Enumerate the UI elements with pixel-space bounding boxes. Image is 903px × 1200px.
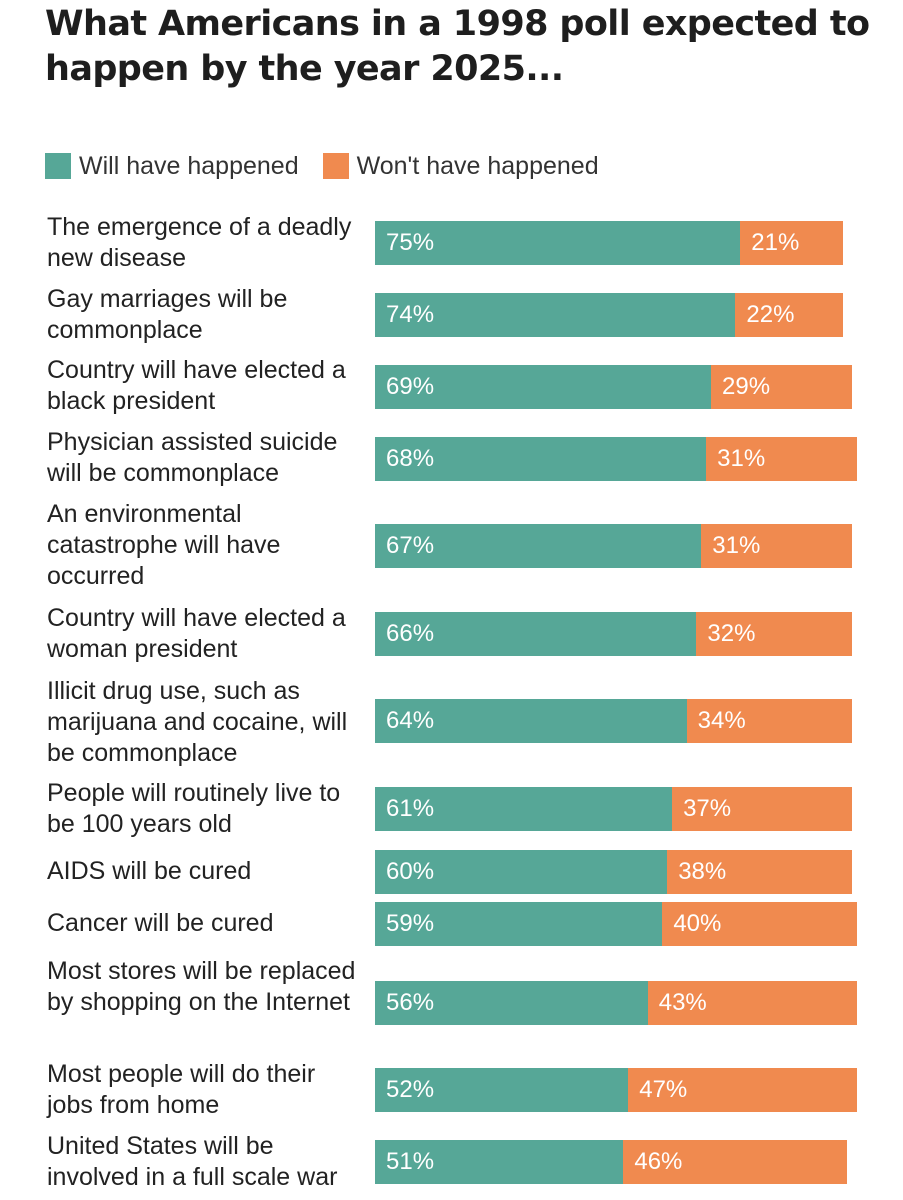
legend: Will have happened Won't have happened — [45, 150, 623, 182]
bar-wont-have-happened: 31% — [706, 437, 858, 481]
data-label-wont: 37% — [683, 795, 732, 822]
bar-will-have-happened: 51% — [375, 1140, 624, 1184]
data-label-will: 64% — [386, 707, 435, 734]
data-label-wont: 43% — [658, 989, 707, 1016]
legend-swatch-will — [45, 153, 71, 179]
category-label: Gay marriages will be commonplace — [47, 285, 288, 344]
category-label: Physician assisted suicide will be commo… — [47, 428, 338, 487]
data-label-will: 60% — [386, 858, 435, 885]
category-label: Country will have elected a black presid… — [47, 356, 346, 415]
data-label-wont: 21% — [751, 229, 800, 256]
data-label-will: 59% — [386, 910, 435, 937]
chart-title: What Americans in a 1998 poll expected t… — [45, 4, 870, 89]
data-label-wont: 46% — [634, 1148, 683, 1175]
bar-wont-have-happened: 40% — [662, 902, 858, 946]
bar-wont-have-happened: 47% — [628, 1068, 858, 1112]
bar-will-have-happened: 60% — [375, 850, 668, 894]
bar-will-have-happened: 67% — [375, 524, 702, 568]
legend-swatch-wont — [322, 153, 349, 179]
legend-label-wont: Won't have happened — [356, 151, 599, 180]
data-label-wont: 31% — [712, 532, 761, 559]
legend-item-will: Will have happened — [45, 152, 299, 181]
category-label: The emergence of a deadly new disease — [47, 213, 352, 272]
data-label-wont: 34% — [697, 707, 746, 734]
data-label-will: 68% — [386, 445, 435, 472]
bar-wont-have-happened: 43% — [647, 981, 858, 1025]
bar-will-have-happened: 61% — [375, 787, 673, 831]
bar-will-have-happened: 56% — [375, 981, 648, 1025]
data-label-will: 66% — [386, 620, 435, 647]
data-label-will: 51% — [386, 1148, 435, 1175]
data-label-wont: 29% — [722, 373, 771, 400]
bar-will-have-happened: 68% — [375, 437, 707, 481]
category-label: An environmental catastrophe will have o… — [47, 500, 281, 590]
data-label-will: 67% — [386, 532, 435, 559]
data-label-will: 61% — [386, 795, 435, 822]
data-label-will: 69% — [386, 373, 435, 400]
category-label: Cancer will be cured — [47, 909, 274, 937]
bar-wont-have-happened: 31% — [701, 524, 853, 568]
data-label-wont: 47% — [639, 1076, 688, 1103]
bar-will-have-happened: 52% — [375, 1068, 629, 1112]
data-label-will: 56% — [386, 989, 435, 1016]
data-label-will: 74% — [386, 301, 435, 328]
bar-wont-have-happened: 46% — [623, 1140, 848, 1184]
bar-will-have-happened: 66% — [375, 612, 697, 656]
bar-will-have-happened: 59% — [375, 902, 663, 946]
data-label-wont: 40% — [673, 910, 722, 937]
legend-label-will: Will have happened — [79, 151, 299, 180]
bar-will-have-happened: 75% — [375, 221, 741, 265]
data-label-wont: 31% — [717, 445, 766, 472]
category-label: United States will be involved in a full… — [47, 1132, 338, 1191]
bar-wont-have-happened: 22% — [735, 293, 843, 337]
bar-will-have-happened: 64% — [375, 699, 687, 743]
bar-wont-have-happened: 37% — [672, 787, 853, 831]
category-label: Country will have elected a woman presid… — [47, 604, 346, 663]
bar-will-have-happened: 69% — [375, 365, 712, 409]
bar-wont-have-happened: 29% — [711, 365, 853, 409]
data-label-wont: 32% — [707, 620, 756, 647]
data-label-wont: 38% — [678, 858, 727, 885]
bar-wont-have-happened: 32% — [696, 612, 853, 656]
bar-will-have-happened: 74% — [375, 293, 736, 337]
category-label: Most people will do their jobs from home — [47, 1060, 316, 1119]
bar-wont-have-happened: 38% — [667, 850, 853, 894]
data-label-will: 52% — [386, 1076, 435, 1103]
data-label-will: 75% — [386, 229, 435, 256]
legend-item-wont: Won't have happened — [322, 151, 599, 181]
category-label: AIDS will be cured — [47, 857, 252, 885]
bar-wont-have-happened: 34% — [686, 699, 853, 743]
category-label: People will routinely live to be 100 yea… — [47, 779, 341, 838]
bar-wont-have-happened: 21% — [740, 221, 843, 265]
category-label: Most stores will be replaced by shopping… — [47, 957, 356, 1016]
category-label: Illicit drug use, such as marijuana and … — [47, 677, 348, 767]
data-label-wont: 22% — [746, 301, 795, 328]
